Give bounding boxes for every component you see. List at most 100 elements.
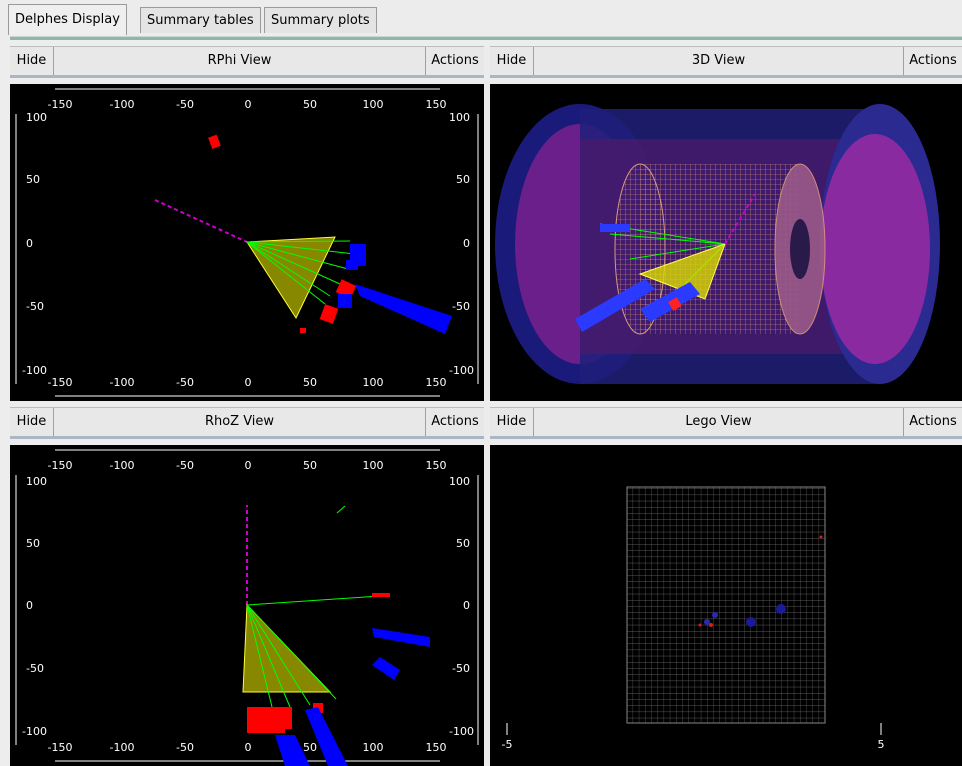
rphi-titlebar: Hide RPhi View Actions [10, 46, 484, 78]
rhoz-canvas[interactable]: -150 -100 -50 0 50 100 150 -150 -100 -50… [10, 445, 484, 766]
lego-view-title: Lego View [534, 408, 904, 436]
lego-tick: 5 [878, 738, 885, 751]
rhoz-xtick-bottom: 0 [245, 741, 252, 754]
rhoz-left-axis: 100 50 0 -50 -100 [15, 475, 47, 745]
rphi-tracks [246, 240, 356, 305]
rhoz-ecal-towers [247, 593, 390, 733]
rphi-ytick-left: 50 [26, 173, 40, 186]
rhoz-xtick-bottom: 100 [363, 741, 384, 754]
rphi-svg: -150 -100 -50 0 50 100 150 -150 -100 -50… [15, 88, 479, 397]
view3d-titlebar: Hide 3D View Actions [490, 46, 962, 78]
lego-titlebar: Hide Lego View Actions [490, 407, 962, 439]
tab-bar: Delphes Display Summary tables Summary p… [0, 0, 962, 40]
rhoz-ytick-left: 100 [26, 475, 47, 488]
rhoz-xtick-top: 150 [426, 459, 447, 472]
rphi-ytick-right: 100 [449, 111, 470, 124]
tab-summary-tables[interactable]: Summary tables [140, 7, 261, 33]
rhoz-tracks [246, 505, 381, 708]
rphi-xtick-top: -100 [110, 98, 135, 111]
view3d-ecal-towers [668, 297, 682, 311]
rhoz-svg: -150 -100 -50 0 50 100 150 -150 -100 -50… [15, 449, 479, 766]
tab-delphes-display[interactable]: Delphes Display [8, 4, 127, 35]
rhoz-xtick-bottom: -150 [48, 741, 73, 754]
rhoz-hcal-towers [275, 628, 430, 766]
rphi-ytick-right: -100 [449, 364, 474, 377]
rhoz-xtick-top: 100 [363, 459, 384, 472]
rhoz-ytick-right: -100 [449, 725, 474, 738]
rphi-view-title: RPhi View [54, 47, 426, 75]
rhoz-xtick-top: 0 [245, 459, 252, 472]
tab-summary-plots[interactable]: Summary plots [264, 7, 377, 33]
rphi-xtick-bottom: -50 [176, 376, 194, 389]
rphi-left-axis: 100 50 0 -50 -100 [15, 111, 47, 384]
rphi-hide-button[interactable]: Hide [10, 47, 54, 75]
rphi-actions-button[interactable]: Actions [426, 47, 484, 75]
rphi-met-line [154, 199, 248, 243]
rphi-xtick-bottom: 150 [426, 376, 447, 389]
lego-tick: -5 [502, 738, 513, 751]
rphi-xtick-top: -50 [176, 98, 194, 111]
lego-grid [626, 486, 826, 724]
rhoz-ytick-left: -100 [22, 725, 47, 738]
rhoz-xtick-top: 50 [303, 459, 317, 472]
rhoz-xtick-top: -150 [48, 459, 73, 472]
rphi-xtick-bottom: 100 [363, 376, 384, 389]
horizontal-splitter[interactable] [10, 401, 962, 407]
rhoz-xtick-top: -50 [176, 459, 194, 472]
lego-towers [698, 535, 823, 627]
lego-canvas[interactable]: -5 5 [490, 445, 962, 766]
rhoz-xtick-bottom: 50 [303, 741, 317, 754]
rhoz-xtick-top: -100 [110, 459, 135, 472]
view3d-svg [495, 104, 940, 384]
rphi-xtick-bottom: 50 [303, 376, 317, 389]
rphi-xtick-bottom: -150 [48, 376, 73, 389]
lego-actions-button[interactable]: Actions [904, 408, 962, 436]
rphi-xtick-top: 100 [363, 98, 384, 111]
rphi-ytick-left: -50 [26, 300, 44, 313]
rphi-bottom-axis: -150 -100 -50 0 50 100 150 [48, 376, 447, 397]
rhoz-titlebar: Hide RhoZ View Actions [10, 407, 484, 439]
rhoz-xtick-bottom: 150 [426, 741, 447, 754]
rphi-ytick-right: -50 [452, 300, 470, 313]
rhoz-view-title: RhoZ View [54, 408, 426, 436]
view3d-beam-hole [790, 219, 810, 279]
rphi-xtick-bottom: 0 [245, 376, 252, 389]
rphi-hcal-towers [338, 244, 452, 334]
view3d-view-title: 3D View [534, 47, 904, 75]
rhoz-hide-button[interactable]: Hide [10, 408, 54, 436]
view3d-right-endcap [820, 134, 930, 364]
view3d-canvas[interactable] [490, 84, 962, 401]
rhoz-ytick-left: 0 [26, 599, 33, 612]
lego-hide-button[interactable]: Hide [490, 408, 534, 436]
rphi-xtick-top: -150 [48, 98, 73, 111]
rhoz-xtick-bottom: -50 [176, 741, 194, 754]
rphi-xtick-top: 50 [303, 98, 317, 111]
rphi-canvas[interactable]: -150 -100 -50 0 50 100 150 -150 -100 -50… [10, 84, 484, 401]
view3d-hide-button[interactable]: Hide [490, 47, 534, 75]
lego-svg: -5 5 [502, 486, 885, 751]
rhoz-xtick-bottom: -100 [110, 741, 135, 754]
rphi-ytick-left: -100 [22, 364, 47, 377]
lego-axis: -5 5 [502, 723, 885, 751]
rphi-ytick-left: 0 [26, 237, 33, 250]
view3d-met-line [724, 193, 756, 245]
rhoz-ytick-right: -50 [452, 662, 470, 675]
rphi-xtick-bottom: -100 [110, 376, 135, 389]
rhoz-ytick-right: 0 [463, 599, 470, 612]
rhoz-right-axis: 100 50 0 -50 -100 [449, 475, 479, 745]
rhoz-ytick-left: 50 [26, 537, 40, 550]
rphi-xtick-top: 150 [426, 98, 447, 111]
tab-underline [10, 36, 962, 40]
rphi-ytick-right: 50 [456, 173, 470, 186]
rphi-right-axis: 100 50 0 -50 -100 [449, 111, 479, 384]
view3d-jet-cone [638, 243, 726, 300]
rhoz-actions-button[interactable]: Actions [426, 408, 484, 436]
rhoz-ytick-left: -50 [26, 662, 44, 675]
view3d-actions-button[interactable]: Actions [904, 47, 962, 75]
rphi-xtick-top: 0 [245, 98, 252, 111]
rphi-ytick-right: 0 [463, 237, 470, 250]
rhoz-ytick-right: 50 [456, 537, 470, 550]
rhoz-top-axis: -150 -100 -50 0 50 100 150 [48, 449, 447, 472]
rphi-ytick-left: 100 [26, 111, 47, 124]
rphi-top-axis: -150 -100 -50 0 50 100 150 [48, 88, 447, 111]
